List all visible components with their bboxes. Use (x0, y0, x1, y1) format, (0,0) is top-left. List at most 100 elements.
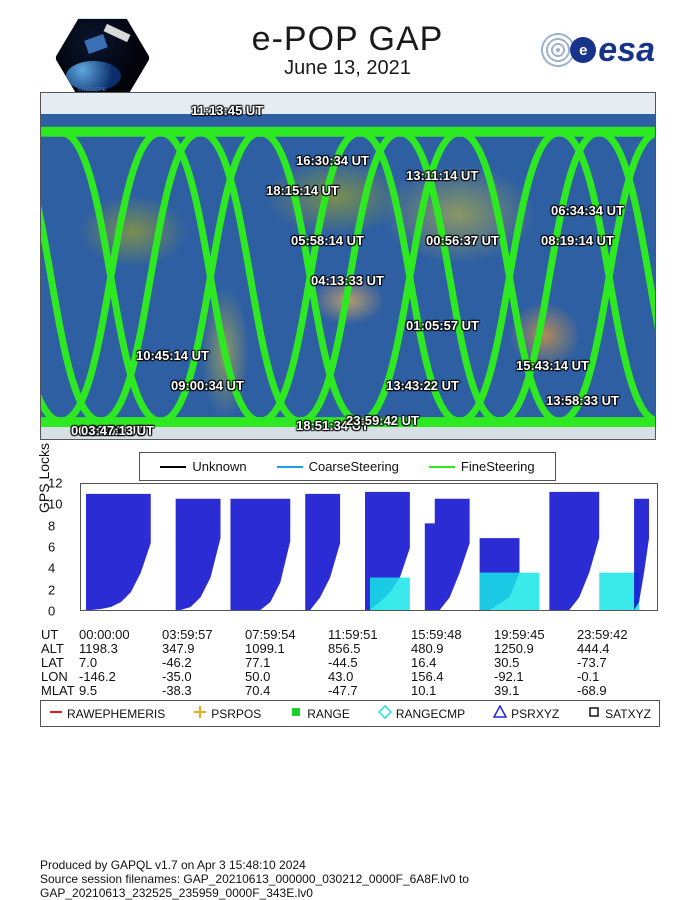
coarsesteering-swatch-icon (277, 466, 303, 468)
ut-timestamp-label: 13:11:14 UT (406, 168, 478, 183)
gps-locks-plot-area[interactable] (80, 483, 658, 611)
table-row-lon: LON -146.2 -35.0 50.0 43.0 156.4 -92.1 -0.1 (41, 670, 660, 684)
ut-timestamp-label: 18:15:14 UT (266, 183, 339, 198)
finesteering-swatch-icon (429, 466, 455, 468)
rangecmp-marker-icon (378, 705, 392, 722)
ut-timestamp-label: 05:58:14 UT (291, 233, 364, 248)
chart-ytick-0: 0 (48, 604, 55, 619)
orbit-track-lines (41, 93, 655, 439)
ut-timestamp-label: 00:56:37 UT (426, 233, 499, 248)
cell-mlat-5: 39.1 (494, 684, 577, 698)
marker-legend-item-rangecmp: RANGECMP (378, 705, 465, 722)
cell-lon-4: 156.4 (411, 670, 494, 684)
cell-lat-4: 16.4 (411, 656, 494, 670)
marker-legend-item-satxyz: SATXYZ (587, 705, 651, 722)
cell-mlat-1: -38.3 (162, 684, 245, 698)
steering-legend-wrap: Unknown CoarseSteering FineSteering (0, 452, 695, 481)
epop-gap-report: CASSIOPE e-POP GAP June 13, 2021 e esa (0, 0, 695, 90)
cell-mlat-2: 70.4 (245, 684, 328, 698)
ut-timestamp-label: 08:19:14 UT (541, 233, 614, 248)
chart-ytick-10: 10 (48, 497, 62, 512)
cell-mlat-3: -47.7 (328, 684, 411, 698)
cell-lon-5: -92.1 (494, 670, 577, 684)
cell-mlat-6: -68.9 (577, 684, 660, 698)
row-label-lat: LAT (41, 656, 79, 670)
esa-circle-icon: e (570, 37, 596, 63)
cell-alt-5: 1250.9 (494, 642, 577, 656)
cell-lat-3: -44.5 (328, 656, 411, 670)
marker-legend-item-label: SATXYZ (605, 707, 651, 721)
header: CASSIOPE e-POP GAP June 13, 2021 e esa (0, 0, 695, 90)
ut-timestamp-label: 10:45:14 UT (136, 348, 209, 363)
satxyz-marker-icon (587, 705, 601, 722)
marker-legend: RAWEPHEMERIS PSRPOS RANGE RANGECMP PSRXYZ SAT… (40, 700, 660, 727)
psrxyz-marker-icon (493, 705, 507, 722)
ut-timestamp-label: 13:58:33 UT (546, 393, 619, 408)
cell-ut-3: 11:59:51 (328, 628, 411, 642)
unknown-swatch-icon (160, 466, 186, 468)
ut-timestamp-label: 16:30:34 UT (296, 153, 369, 168)
legend-item-unknown: Unknown (160, 459, 246, 474)
cell-alt-2: 1099.1 (245, 642, 328, 656)
chart-ytick-12: 12 (48, 476, 62, 491)
footer-line1: Produced by GAPQL v1.7 on Apr 3 15:48:10… (40, 858, 469, 872)
cell-lon-3: 43.0 (328, 670, 411, 684)
cell-ut-0: 00:00:00 (79, 628, 162, 642)
marker-legend-item-rawephemeris: RAWEPHEMERIS (49, 705, 165, 722)
range-marker-icon (289, 705, 303, 722)
cell-alt-1: 347.9 (162, 642, 245, 656)
legend-item-label: FineSteering (461, 459, 535, 474)
ut-timestamp-label: 09:00:34 UT (171, 378, 244, 393)
cell-lat-5: 30.5 (494, 656, 577, 670)
cell-alt-4: 480.9 (411, 642, 494, 656)
table-row-lat: LAT 7.0 -46.2 77.1 -44.5 16.4 30.5 -73.7 (41, 656, 660, 670)
esa-text: esa (598, 31, 655, 70)
legend-item-label: Unknown (192, 459, 246, 474)
cell-lat-0: 7.0 (79, 656, 162, 670)
cell-mlat-0: 9.5 (79, 684, 162, 698)
ut-timestamp-label: 01:05:57 UT (406, 318, 479, 333)
footer-line2: Source session filenames: GAP_20210613_0… (40, 872, 469, 886)
ut-timestamp-label: 15:43:14 UT (516, 358, 589, 373)
cell-ut-6: 23:59:42 (577, 628, 660, 642)
gps-locks-svg (81, 484, 657, 610)
footer-text: Produced by GAPQL v1.7 on Apr 3 15:48:10… (40, 858, 469, 900)
legend-item-coarsesteering: CoarseSteering (277, 459, 399, 474)
table-row-ut: UT 00:00:00 03:59:57 07:59:54 11:59:51 15:59:… (41, 628, 660, 642)
footer-line3: GAP_20210613_232525_235959_0000F_343E.lv… (40, 886, 469, 900)
legend-item-finesteering: FineSteering (429, 459, 535, 474)
chart-ytick-8: 8 (48, 518, 55, 533)
cell-ut-4: 15:59:48 (411, 628, 494, 642)
cell-alt-6: 444.4 (577, 642, 660, 656)
cell-ut-5: 19:59:45 (494, 628, 577, 642)
cell-lon-2: 50.0 (245, 670, 328, 684)
psrpos-marker-icon (193, 705, 207, 722)
marker-legend-item-psrpos: PSRPOS (193, 705, 261, 722)
cell-lat-1: -46.2 (162, 656, 245, 670)
legend-item-label: CoarseSteering (309, 459, 399, 474)
marker-legend-item-label: PSRPOS (211, 707, 261, 721)
cell-alt-0: 1198.3 (79, 642, 162, 656)
ut-timestamp-label: 03:47:13 UT (81, 423, 154, 438)
gps-locks-chart: GPS Locks (40, 483, 660, 628)
esa-logo: e esa (538, 30, 655, 70)
chart-ytick-2: 2 (48, 582, 55, 597)
row-label-mlat: MLAT (41, 684, 79, 698)
orbit-map: 00:00:00 UT 11:13:45 UT 16:30:34 UT 18:15:1… (40, 92, 656, 440)
table-row-alt: ALT 1198.3 347.9 1099.1 856.5 480.9 1250.9 444.… (41, 642, 660, 656)
cell-mlat-4: 10.1 (411, 684, 494, 698)
cell-ut-2: 07:59:54 (245, 628, 328, 642)
marker-legend-item-range: RANGE (289, 705, 350, 722)
marker-legend-item-psrxyz: PSRXYZ (493, 705, 559, 722)
marker-legend-item-label: RANGE (307, 707, 350, 721)
rawephemeris-marker-icon (49, 705, 63, 722)
cell-lat-2: 77.1 (245, 656, 328, 670)
ut-timestamp-label: 06:34:34 UT (551, 203, 624, 218)
cell-lat-6: -73.7 (577, 656, 660, 670)
table-row-mlat: MLAT 9.5 -38.3 70.4 -47.7 10.1 39.1 -68.9 (41, 684, 660, 698)
ut-timestamp-label: 11:13:45 UT (191, 103, 263, 118)
ut-timestamp-label: 13:43:22 UT (386, 378, 459, 393)
steering-legend: Unknown CoarseSteering FineSteering (139, 452, 555, 481)
cell-lon-0: -146.2 (79, 670, 162, 684)
chart-ytick-6: 6 (48, 540, 55, 555)
